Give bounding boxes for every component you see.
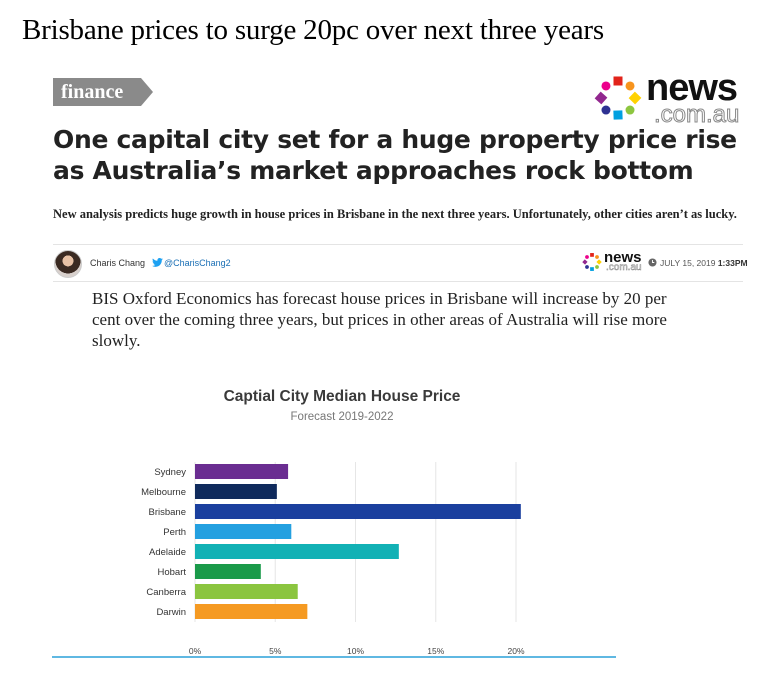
news-dots-icon bbox=[594, 76, 642, 120]
logo-dot bbox=[590, 267, 594, 272]
logo-dot bbox=[601, 81, 611, 91]
category-label: Darwin bbox=[156, 607, 186, 618]
x-tick-label: 10% bbox=[347, 646, 364, 656]
byline-divider-top bbox=[53, 244, 743, 245]
bar-perth bbox=[195, 524, 292, 539]
category-label: Adelaide bbox=[149, 547, 186, 558]
twitter-bird-icon[interactable] bbox=[152, 258, 163, 267]
publish-date: JULY 15, 2019 1:33PM bbox=[660, 258, 748, 268]
bar-hobart bbox=[195, 564, 261, 579]
logo-dot bbox=[613, 76, 623, 86]
x-tick-label: 0% bbox=[189, 646, 202, 656]
article-body: BIS Oxford Economics has forecast house … bbox=[92, 289, 667, 350]
logo-news-text: news bbox=[646, 67, 738, 109]
logo-dot bbox=[601, 105, 611, 115]
logo-small-domain-text: .com.au bbox=[606, 262, 642, 274]
logo-dot bbox=[595, 265, 599, 269]
bar-canberra bbox=[195, 584, 298, 599]
logo-dot bbox=[613, 110, 623, 120]
bar-brisbane bbox=[195, 504, 521, 519]
category-label: Brisbane bbox=[149, 507, 187, 518]
logo-dot bbox=[625, 105, 635, 115]
logo-dot bbox=[596, 259, 602, 265]
x-tick-label: 5% bbox=[269, 646, 282, 656]
logo-dot bbox=[590, 253, 594, 257]
byline-divider-bottom bbox=[53, 281, 743, 282]
bar-darwin bbox=[195, 604, 308, 619]
logo-domain-text: .com.au bbox=[653, 101, 740, 128]
page-headline: Brisbane prices to surge 20pc over next … bbox=[22, 14, 604, 46]
bar-sydney bbox=[195, 464, 289, 479]
category-label: Canberra bbox=[146, 587, 186, 598]
twitter-handle-link[interactable]: @CharisChang2 bbox=[164, 258, 231, 268]
category-label: Perth bbox=[163, 527, 186, 538]
news-logo-small[interactable]: news .com.au bbox=[582, 249, 646, 274]
category-label: Hobart bbox=[157, 567, 186, 578]
clock-icon bbox=[648, 258, 657, 267]
logo-dot bbox=[582, 259, 588, 265]
article-headline: One capital city set for a huge property… bbox=[53, 125, 737, 185]
bar-melbourne bbox=[195, 484, 277, 499]
logo-dot bbox=[594, 91, 608, 105]
category-label: Sydney bbox=[154, 467, 186, 478]
logo-dot bbox=[625, 81, 635, 91]
chart-title: Captial City Median House Price bbox=[224, 388, 461, 405]
bar-adelaide bbox=[195, 544, 399, 559]
logo-dot bbox=[595, 255, 599, 259]
logo-dot bbox=[585, 265, 589, 269]
section-tag[interactable]: finance bbox=[53, 78, 153, 106]
logo-small-news-text: news bbox=[604, 249, 642, 266]
x-tick-label: 15% bbox=[427, 646, 444, 656]
author-name[interactable]: Charis Chang bbox=[90, 258, 146, 268]
logo-dot bbox=[628, 91, 642, 105]
news-dots-icon-small bbox=[582, 253, 602, 272]
article-standfirst: New analysis predicts huge growth in hou… bbox=[53, 207, 737, 221]
house-price-chart: Captial City Median House Price Forecast … bbox=[52, 388, 616, 658]
x-tick-label: 20% bbox=[507, 646, 524, 656]
category-label: Melbourne bbox=[141, 487, 186, 498]
chart-subtitle: Forecast 2019-2022 bbox=[291, 411, 394, 423]
publish-time: 1:33PM bbox=[717, 258, 748, 268]
logo-dot bbox=[585, 255, 589, 259]
news-logo[interactable]: news .com.au bbox=[594, 68, 744, 128]
author-avatar[interactable] bbox=[54, 250, 82, 278]
publish-date-day: JULY 15, 2019 bbox=[660, 258, 716, 268]
